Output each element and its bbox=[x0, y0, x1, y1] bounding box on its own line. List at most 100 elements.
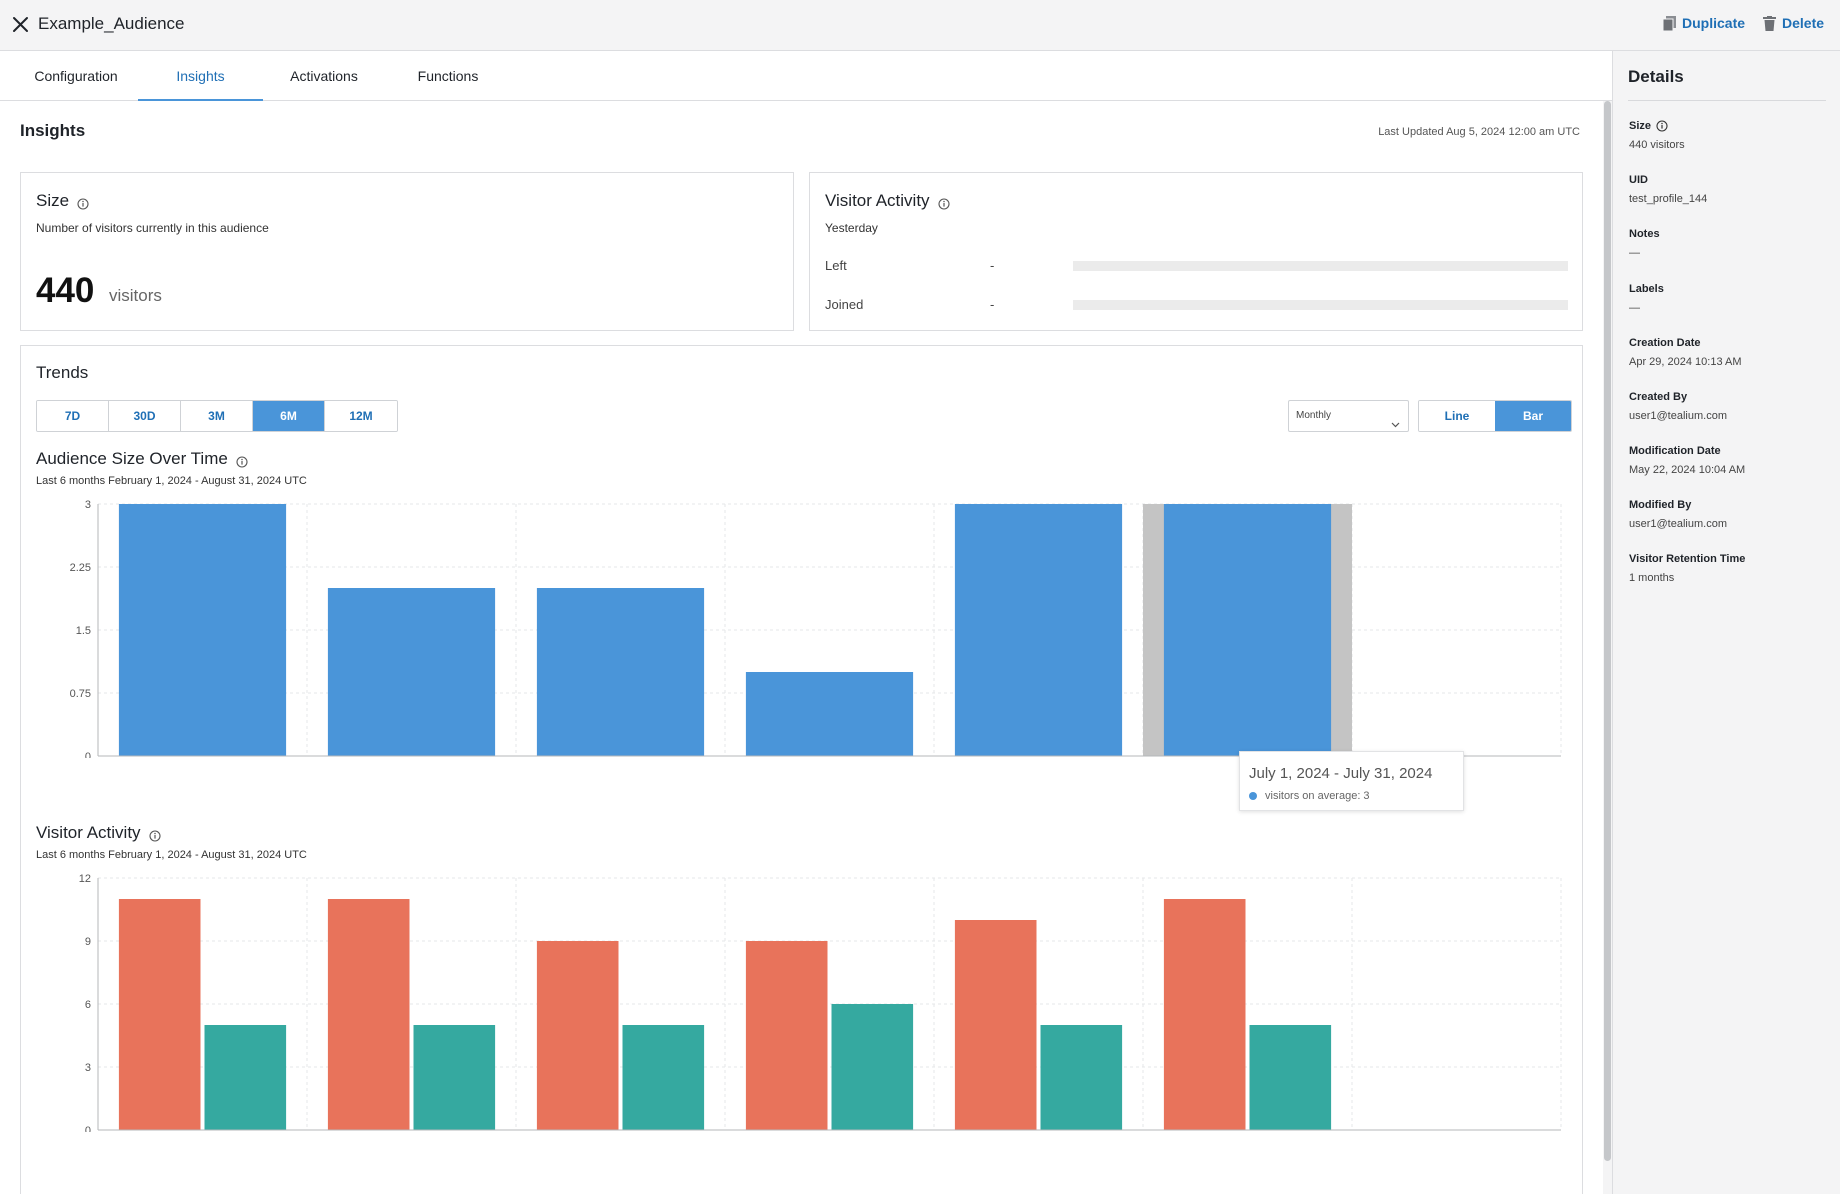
size-card: Size Number of visitors currently in thi… bbox=[20, 172, 794, 331]
trends-title: Trends bbox=[36, 363, 89, 382]
tooltip-title: July 1, 2024 - July 31, 2024 bbox=[1249, 765, 1433, 782]
detail-retention-label: Visitor Retention Time bbox=[1629, 553, 1746, 565]
detail-notes-value: — bbox=[1629, 247, 1640, 259]
bar bbox=[536, 941, 619, 1130]
y-tick-label: 3 bbox=[85, 499, 91, 511]
visitor-activity-chart-title: Visitor Activity bbox=[36, 823, 161, 843]
range-6m-button[interactable]: 6M bbox=[253, 401, 325, 431]
detail-labels-label: Labels bbox=[1629, 283, 1664, 295]
y-tick-label: 0 bbox=[85, 1125, 91, 1132]
tooltip-line: visitors on average: 3 bbox=[1249, 790, 1370, 802]
detail-size-value: 440 visitors bbox=[1629, 139, 1685, 151]
visitor-activity-card: Visitor Activity Yesterday Left - Joined… bbox=[809, 172, 1583, 331]
visitor-activity-chart-subtitle: Last 6 months February 1, 2024 - August … bbox=[36, 849, 307, 861]
detail-size-label: Size bbox=[1629, 120, 1668, 132]
tab-bar: Configuration Insights Activations Funct… bbox=[0, 51, 1612, 101]
divider bbox=[1628, 100, 1826, 101]
chart-type-toggle: Line Bar bbox=[1418, 400, 1572, 432]
tab-activations[interactable]: Activations bbox=[290, 68, 358, 84]
audience-size-chart-title-text: Audience Size Over Time bbox=[36, 449, 228, 468]
bar bbox=[1249, 1025, 1332, 1130]
info-icon[interactable] bbox=[1656, 120, 1668, 132]
activity-card-title-text: Visitor Activity bbox=[825, 191, 930, 210]
info-icon[interactable] bbox=[938, 195, 950, 210]
detail-creation-date-value: Apr 29, 2024 10:13 AM bbox=[1629, 356, 1742, 368]
y-tick-label: 1.5 bbox=[76, 625, 91, 637]
y-tick-label: 2.25 bbox=[70, 562, 91, 574]
detail-notes-label: Notes bbox=[1629, 228, 1660, 240]
visitor-activity-chart-title-text: Visitor Activity bbox=[36, 823, 141, 842]
bar bbox=[1163, 504, 1332, 756]
bar bbox=[118, 899, 201, 1130]
size-card-title: Size bbox=[36, 191, 89, 211]
detail-size-label-text: Size bbox=[1629, 120, 1652, 132]
bar bbox=[622, 1025, 705, 1130]
y-tick-label: 12 bbox=[79, 873, 91, 885]
audience-size-chart: 00.751.52.253February 1, 2024 - February… bbox=[70, 499, 1562, 758]
insights-panel: Insights Last Updated Aug 5, 2024 12:00 … bbox=[0, 101, 1600, 1194]
joined-label: Joined bbox=[825, 297, 864, 312]
tab-insights[interactable]: Insights bbox=[138, 51, 263, 101]
visitor-activity-chart: 036912February 1, 2024 - February 29, 20… bbox=[79, 873, 1562, 1132]
tab-functions[interactable]: Functions bbox=[417, 68, 479, 84]
detail-modification-date-label: Modification Date bbox=[1629, 445, 1721, 457]
close-icon[interactable] bbox=[8, 12, 34, 38]
bar-view-button[interactable]: Bar bbox=[1495, 401, 1571, 431]
trends-card: Trends 7D 30D 3M 6M 12M Monthly Line Bar… bbox=[20, 345, 1583, 1194]
range-12m-button[interactable]: 12M bbox=[325, 401, 397, 431]
bar bbox=[1163, 899, 1246, 1130]
detail-created-by-label: Created By bbox=[1629, 391, 1688, 403]
joined-value: - bbox=[990, 297, 995, 312]
size-unit: visitors bbox=[109, 286, 162, 305]
bar bbox=[954, 504, 1123, 756]
bar bbox=[118, 504, 287, 756]
detail-modified-by-label: Modified By bbox=[1629, 499, 1692, 511]
bar bbox=[204, 1025, 287, 1130]
granularity-value: Monthly bbox=[1296, 410, 1332, 421]
audience-size-chart-subtitle: Last 6 months February 1, 2024 - August … bbox=[36, 475, 307, 487]
page-title: Insights bbox=[20, 121, 86, 140]
granularity-select[interactable]: Monthly bbox=[1288, 400, 1409, 432]
info-icon[interactable] bbox=[236, 453, 248, 468]
range-3m-button[interactable]: 3M bbox=[181, 401, 253, 431]
size-value: 440 bbox=[36, 271, 95, 310]
size-card-title-text: Size bbox=[36, 191, 70, 210]
left-label: Left bbox=[825, 258, 847, 273]
detail-creation-date-label: Creation Date bbox=[1629, 337, 1701, 349]
details-panel: Details Size 440 visitors UID test_profi… bbox=[1612, 51, 1840, 1194]
size-card-subtitle: Number of visitors currently in this aud… bbox=[36, 221, 269, 235]
bar bbox=[1040, 1025, 1123, 1130]
tooltip-value: visitors on average: 3 bbox=[1265, 790, 1370, 802]
bar bbox=[745, 941, 828, 1130]
audience-size-chart-title: Audience Size Over Time bbox=[36, 449, 248, 469]
copy-icon bbox=[1663, 15, 1676, 31]
line-view-button[interactable]: Line bbox=[1419, 401, 1495, 431]
chevron-down-icon bbox=[1391, 411, 1400, 441]
range-7d-button[interactable]: 7D bbox=[37, 401, 109, 431]
detail-retention-value: 1 months bbox=[1629, 572, 1675, 584]
activity-period: Yesterday bbox=[825, 221, 878, 235]
scrollbar-thumb[interactable] bbox=[1604, 101, 1611, 1161]
main-scrollbar[interactable] bbox=[1603, 101, 1612, 1194]
chart-tooltip: July 1, 2024 - July 31, 2024 visitors on… bbox=[1239, 751, 1464, 811]
duplicate-button[interactable]: Duplicate bbox=[1663, 15, 1745, 31]
bar bbox=[413, 1025, 496, 1130]
tab-configuration[interactable]: Configuration bbox=[34, 68, 118, 84]
info-icon[interactable] bbox=[149, 827, 161, 842]
detail-uid-value: test_profile_144 bbox=[1629, 193, 1708, 205]
bar bbox=[954, 920, 1037, 1130]
detail-modification-date-value: May 22, 2024 10:04 AM bbox=[1629, 464, 1746, 476]
joined-bar bbox=[1073, 300, 1568, 310]
detail-labels-value: — bbox=[1629, 302, 1640, 314]
detail-uid-label: UID bbox=[1629, 174, 1648, 186]
delete-button[interactable]: Delete bbox=[1763, 15, 1824, 31]
bar bbox=[327, 899, 410, 1130]
y-tick-label: 0.75 bbox=[70, 688, 91, 700]
y-tick-label: 6 bbox=[85, 999, 91, 1011]
y-tick-label: 3 bbox=[85, 1062, 91, 1074]
series-dot bbox=[1249, 792, 1257, 800]
left-bar bbox=[1073, 261, 1568, 271]
info-icon[interactable] bbox=[77, 195, 89, 210]
duplicate-label: Duplicate bbox=[1682, 15, 1746, 31]
range-30d-button[interactable]: 30D bbox=[109, 401, 181, 431]
